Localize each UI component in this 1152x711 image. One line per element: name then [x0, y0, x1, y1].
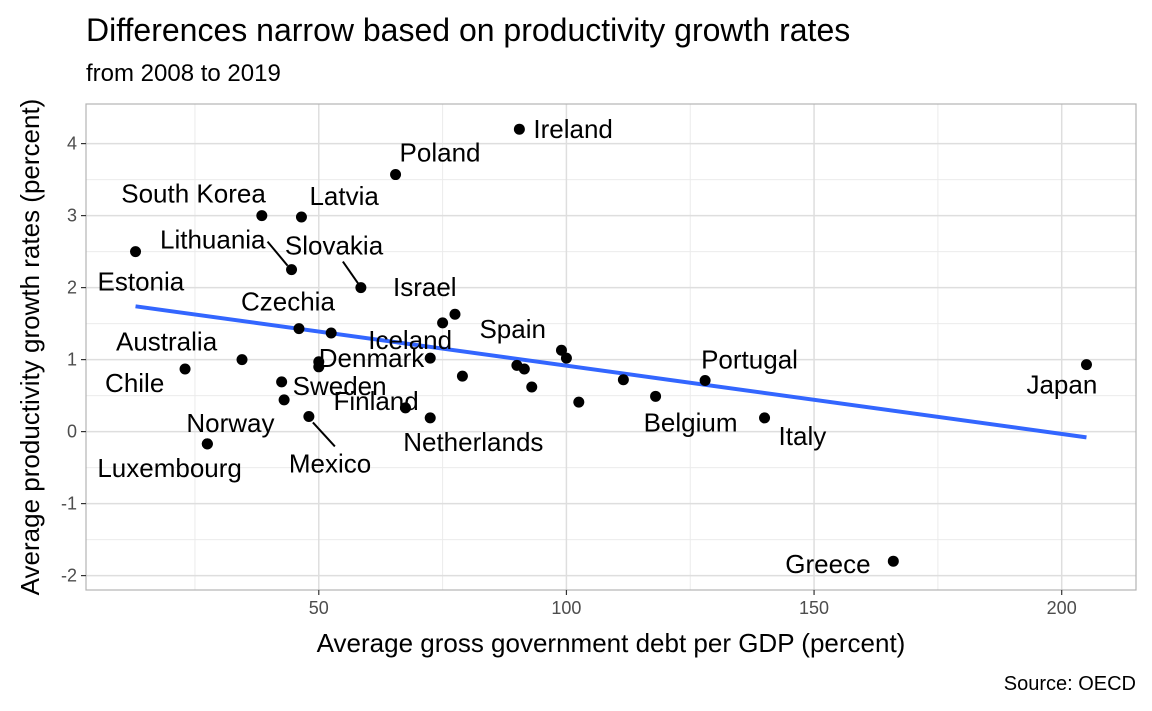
data-point	[617, 374, 629, 386]
data-point	[449, 308, 461, 320]
point-label: Italy	[779, 421, 827, 451]
data-point	[424, 412, 436, 424]
point-label: Chile	[105, 368, 164, 398]
data-point	[303, 410, 315, 422]
y-tick-label: 3	[67, 206, 77, 226]
x-axis-title: Average gross government debt per GDP (p…	[317, 628, 906, 658]
point-label: Denmark	[319, 343, 425, 373]
label-leader-line	[266, 240, 289, 267]
point-label: Japan	[1026, 370, 1097, 400]
point-label: Greece	[785, 549, 870, 579]
point-label: Latvia	[309, 181, 379, 211]
data-point	[518, 363, 530, 375]
data-point	[399, 402, 411, 414]
point-label: Iceland	[368, 325, 452, 355]
point-label: Lithuania	[160, 225, 266, 255]
data-point	[325, 327, 337, 339]
point-label: Mexico	[289, 448, 371, 478]
data-point	[650, 390, 662, 402]
data-points	[130, 123, 1092, 567]
data-point	[560, 352, 572, 364]
data-point	[526, 381, 538, 393]
y-tick-label: -2	[61, 566, 77, 586]
data-point	[179, 363, 191, 375]
point-label: Belgium	[644, 407, 738, 437]
data-point	[390, 169, 402, 181]
point-label: Slovakia	[285, 231, 384, 261]
data-point	[278, 394, 290, 406]
data-point	[513, 123, 525, 135]
point-label: Estonia	[98, 267, 185, 297]
label-leader-lines	[266, 240, 360, 448]
y-tick-label: 2	[67, 278, 77, 298]
panel-border	[85, 103, 1137, 591]
point-label: Portugal	[701, 344, 798, 374]
x-tick-label: 150	[799, 598, 829, 618]
data-point	[887, 555, 899, 567]
point-label: Australia	[116, 327, 218, 357]
point-label: Poland	[400, 138, 481, 168]
data-point	[456, 370, 468, 382]
data-point	[286, 264, 298, 276]
chart-title: Differences narrow based on productivity…	[86, 12, 851, 48]
point-label: Luxembourg	[97, 453, 242, 483]
point-label: Czechia	[241, 287, 335, 317]
data-point	[1080, 359, 1092, 371]
point-label: Spain	[479, 314, 545, 344]
data-point	[236, 354, 248, 366]
data-point	[555, 344, 567, 356]
x-tick-label: 100	[551, 598, 581, 618]
data-point	[276, 376, 288, 388]
label-leader-line	[312, 421, 336, 448]
data-point	[313, 361, 325, 373]
label-leader-line	[342, 261, 360, 286]
y-tick-label: 4	[67, 134, 77, 154]
chart-subtitle: from 2008 to 2019	[86, 60, 281, 87]
point-label: Ireland	[533, 114, 613, 144]
point-label: Finland	[333, 386, 418, 416]
major-gridlines	[86, 104, 1136, 590]
axis-ticks: 50 100 150 200 -2 -1 0 1 2 3 4	[61, 134, 1077, 618]
point-labels: Ireland Poland South Korea Latvia Estonia Lit…	[97, 114, 1097, 579]
x-tick-label: 200	[1047, 598, 1077, 618]
source-caption: Source: OECD	[1003, 673, 1136, 695]
point-label: Norway	[186, 408, 274, 438]
y-tick-label: -1	[61, 494, 77, 514]
data-point	[293, 323, 305, 335]
y-axis-title: Average productivity growth rates (perce…	[15, 99, 45, 596]
point-label: South Korea	[121, 179, 266, 209]
point-label: Sweden	[293, 371, 387, 401]
data-point	[256, 210, 268, 222]
y-tick-label: 0	[67, 422, 77, 442]
data-point	[130, 246, 142, 258]
data-point	[437, 317, 449, 329]
data-point	[699, 374, 711, 386]
point-label: Israel	[393, 272, 457, 302]
x-tick-label: 50	[309, 598, 329, 618]
point-label: Netherlands	[403, 427, 543, 457]
data-point	[759, 412, 771, 424]
minor-gridlines	[86, 104, 1136, 590]
data-point	[573, 396, 585, 408]
data-point	[201, 438, 213, 450]
data-point	[295, 211, 307, 223]
data-point	[424, 352, 436, 364]
data-point	[355, 282, 367, 294]
y-tick-label: 1	[67, 350, 77, 370]
trend-line	[135, 304, 1087, 440]
